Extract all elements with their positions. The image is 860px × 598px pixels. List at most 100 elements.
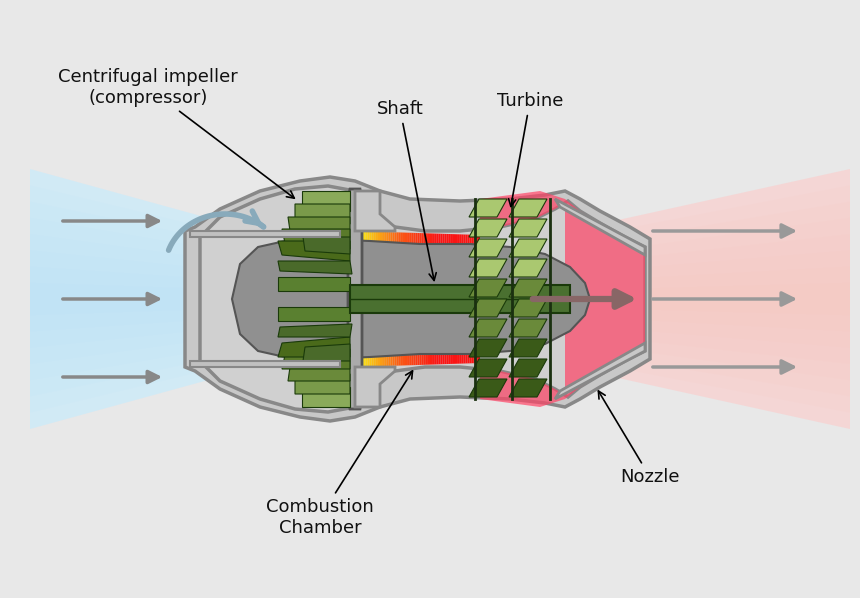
Polygon shape [303, 237, 350, 254]
Polygon shape [278, 337, 350, 357]
Polygon shape [355, 231, 357, 367]
Polygon shape [185, 177, 650, 421]
Polygon shape [465, 234, 468, 364]
Polygon shape [445, 234, 446, 364]
Polygon shape [366, 231, 367, 367]
Polygon shape [359, 231, 361, 367]
Polygon shape [469, 359, 507, 377]
Polygon shape [426, 233, 428, 365]
Polygon shape [469, 239, 507, 257]
Polygon shape [363, 231, 366, 367]
Polygon shape [469, 279, 507, 297]
Polygon shape [509, 239, 547, 257]
Polygon shape [278, 307, 350, 321]
Polygon shape [469, 219, 507, 237]
Text: Shaft: Shaft [377, 100, 436, 280]
Polygon shape [411, 233, 414, 365]
Polygon shape [600, 250, 850, 348]
Polygon shape [350, 285, 570, 313]
Polygon shape [451, 234, 453, 364]
Polygon shape [395, 232, 396, 366]
Polygon shape [439, 234, 440, 364]
Polygon shape [380, 232, 382, 366]
Polygon shape [399, 233, 401, 365]
Polygon shape [600, 234, 850, 364]
Polygon shape [288, 361, 350, 381]
Polygon shape [355, 367, 395, 407]
Polygon shape [278, 277, 350, 291]
Polygon shape [303, 344, 350, 361]
Polygon shape [30, 250, 230, 348]
Text: Nozzle: Nozzle [599, 391, 679, 486]
Polygon shape [409, 233, 411, 365]
Polygon shape [30, 202, 230, 396]
Polygon shape [600, 267, 850, 331]
Polygon shape [278, 241, 350, 261]
Polygon shape [278, 324, 352, 337]
Polygon shape [288, 217, 350, 237]
Polygon shape [367, 231, 370, 367]
Polygon shape [302, 191, 350, 211]
Polygon shape [509, 379, 547, 397]
Polygon shape [555, 343, 645, 399]
Polygon shape [600, 169, 850, 429]
Polygon shape [378, 232, 380, 366]
Polygon shape [509, 219, 547, 237]
Polygon shape [374, 231, 376, 367]
Text: Combustion
Chamber: Combustion Chamber [266, 371, 413, 537]
Polygon shape [370, 231, 372, 367]
Polygon shape [420, 233, 421, 365]
Polygon shape [600, 185, 850, 413]
Polygon shape [436, 234, 439, 364]
Polygon shape [478, 235, 480, 363]
Polygon shape [468, 234, 470, 364]
Polygon shape [30, 185, 230, 413]
Polygon shape [480, 191, 645, 407]
Polygon shape [509, 279, 547, 297]
Polygon shape [600, 218, 850, 380]
Polygon shape [376, 231, 378, 367]
Polygon shape [348, 189, 362, 409]
Polygon shape [30, 267, 230, 331]
Polygon shape [357, 231, 359, 367]
Polygon shape [432, 233, 434, 365]
Polygon shape [421, 233, 424, 365]
Polygon shape [455, 234, 457, 364]
Polygon shape [459, 234, 461, 364]
Polygon shape [30, 218, 230, 380]
Polygon shape [469, 199, 507, 217]
Polygon shape [457, 234, 459, 364]
Polygon shape [382, 232, 384, 366]
Polygon shape [396, 233, 399, 365]
Polygon shape [278, 261, 352, 274]
Text: Centrifugal impeller
(compressor): Centrifugal impeller (compressor) [58, 68, 294, 198]
Polygon shape [386, 232, 389, 366]
Polygon shape [372, 231, 374, 367]
Polygon shape [190, 361, 340, 367]
Polygon shape [509, 319, 547, 337]
Polygon shape [509, 359, 547, 377]
Polygon shape [417, 233, 420, 365]
Polygon shape [282, 349, 350, 369]
Polygon shape [389, 232, 390, 366]
Polygon shape [469, 339, 507, 357]
Polygon shape [407, 233, 409, 365]
Polygon shape [555, 199, 645, 255]
Polygon shape [30, 169, 230, 429]
Polygon shape [449, 234, 451, 364]
Polygon shape [295, 374, 350, 394]
Text: Turbine: Turbine [497, 92, 563, 206]
Polygon shape [461, 234, 464, 364]
Polygon shape [434, 234, 436, 364]
Polygon shape [390, 232, 392, 366]
Polygon shape [415, 233, 417, 365]
Polygon shape [474, 235, 476, 363]
Polygon shape [295, 204, 350, 224]
Polygon shape [600, 283, 850, 315]
Polygon shape [509, 339, 547, 357]
Polygon shape [469, 379, 507, 397]
Polygon shape [469, 259, 507, 277]
Polygon shape [401, 233, 403, 365]
Polygon shape [190, 231, 340, 237]
Polygon shape [200, 186, 645, 412]
